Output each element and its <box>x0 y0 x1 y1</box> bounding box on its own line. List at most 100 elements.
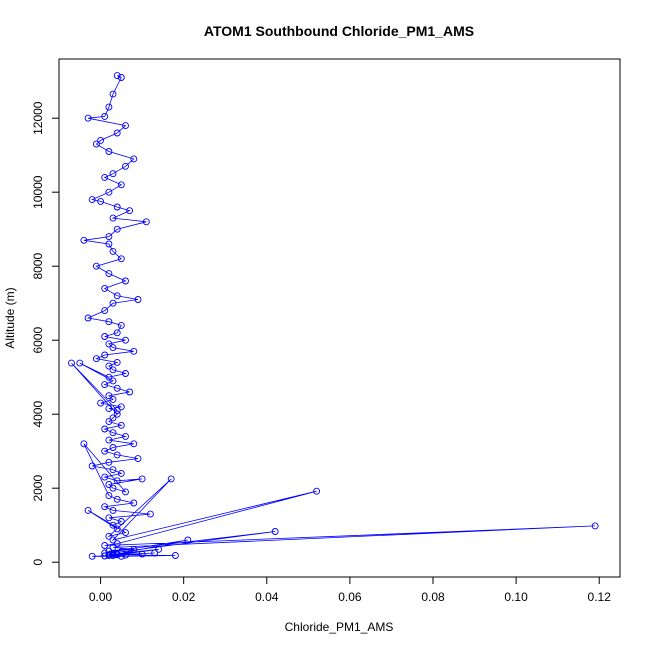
data-point <box>113 477 121 485</box>
data-point <box>271 528 279 535</box>
data-point <box>92 355 100 363</box>
data-point <box>101 307 109 315</box>
data-point <box>117 255 125 263</box>
data-point <box>117 518 125 525</box>
data-point <box>101 333 109 340</box>
data-point <box>80 236 88 244</box>
x-axis-label: Chloride_PM1_AMS <box>285 620 394 634</box>
data-point <box>122 122 129 130</box>
data-point <box>313 487 321 495</box>
data-point <box>130 499 138 507</box>
data-point <box>117 469 125 477</box>
data-point <box>142 218 150 226</box>
data-point <box>109 90 117 98</box>
data-point <box>105 418 113 426</box>
data-point <box>105 514 113 522</box>
y-tick-label: 4000 <box>31 401 45 428</box>
x-tick-label: 0.04 <box>255 590 279 604</box>
data-point <box>134 455 142 463</box>
data-point <box>84 506 92 514</box>
data-point <box>113 72 121 80</box>
x-tick-label: 0.02 <box>172 590 196 604</box>
y-tick-label: 8000 <box>31 253 45 280</box>
plot-area-border <box>58 58 621 578</box>
data-point <box>113 451 121 459</box>
data-point <box>113 384 121 392</box>
data-point <box>591 522 599 530</box>
data-point <box>109 506 117 514</box>
data-point <box>109 247 117 255</box>
data-point <box>88 552 96 560</box>
data-point <box>101 381 109 389</box>
data-point <box>105 552 113 559</box>
data-point <box>101 351 109 359</box>
data-point <box>109 536 117 544</box>
data-point <box>109 299 117 307</box>
data-point <box>130 155 138 163</box>
data-point <box>138 550 146 558</box>
data-point <box>130 545 138 553</box>
data-point <box>105 532 113 540</box>
data-point <box>113 410 121 418</box>
data-point <box>105 148 113 155</box>
data-point <box>109 214 117 222</box>
data-point <box>109 444 117 451</box>
data-point <box>97 136 105 144</box>
data-point <box>167 475 175 483</box>
data-point <box>122 336 129 344</box>
data-point <box>184 536 192 544</box>
data-point <box>130 347 138 355</box>
y-tick-label: 0 <box>31 559 45 566</box>
data-point <box>101 542 109 549</box>
data-point <box>105 103 113 111</box>
data-point <box>97 197 105 205</box>
data-point <box>105 240 113 248</box>
data-point <box>109 551 117 559</box>
data-point <box>109 466 117 474</box>
series-line <box>71 75 596 557</box>
data-point <box>109 170 117 178</box>
data-point <box>113 495 121 503</box>
data-point <box>92 140 100 148</box>
x-tick-label: 0.10 <box>504 590 528 604</box>
data-point <box>105 392 113 400</box>
data-point <box>109 395 117 403</box>
data-point <box>113 358 121 366</box>
y-axis: 0 2000 4000 6000 8000 10000 12000 <box>31 101 60 566</box>
data-point <box>109 366 117 374</box>
data-point <box>76 359 84 367</box>
data-point <box>105 362 113 370</box>
data-point <box>109 414 117 422</box>
data-point <box>117 181 125 189</box>
data-point <box>113 407 121 414</box>
data-point <box>105 373 113 381</box>
data-point <box>88 196 96 204</box>
data-point <box>105 492 113 500</box>
data-point <box>122 529 129 537</box>
data-point <box>122 432 129 440</box>
x-tick-label: 0.06 <box>338 590 362 604</box>
data-point <box>126 207 134 215</box>
data-point <box>146 510 154 518</box>
data-point <box>105 233 113 241</box>
data-point <box>84 314 92 322</box>
data-point <box>101 112 109 120</box>
data-point <box>80 440 88 448</box>
data-point <box>117 421 125 429</box>
data-point <box>151 549 159 557</box>
data-point <box>105 340 113 348</box>
data-point <box>105 481 113 488</box>
data-point <box>92 262 100 270</box>
data-point <box>126 388 134 396</box>
data-point <box>113 551 121 559</box>
data-point <box>109 377 117 385</box>
data-point <box>97 399 105 407</box>
data-point <box>109 344 117 352</box>
data-point <box>113 203 121 211</box>
data-point <box>109 484 117 492</box>
x-axis: 0.00 0.02 0.04 0.06 0.08 0.10 0.12 <box>89 576 611 604</box>
x-tick-label: 0.00 <box>89 590 113 604</box>
chart-title: ATOM1 Southbound Chloride_PM1_AMS <box>204 23 474 39</box>
data-point <box>130 440 138 448</box>
data-point <box>122 488 129 496</box>
